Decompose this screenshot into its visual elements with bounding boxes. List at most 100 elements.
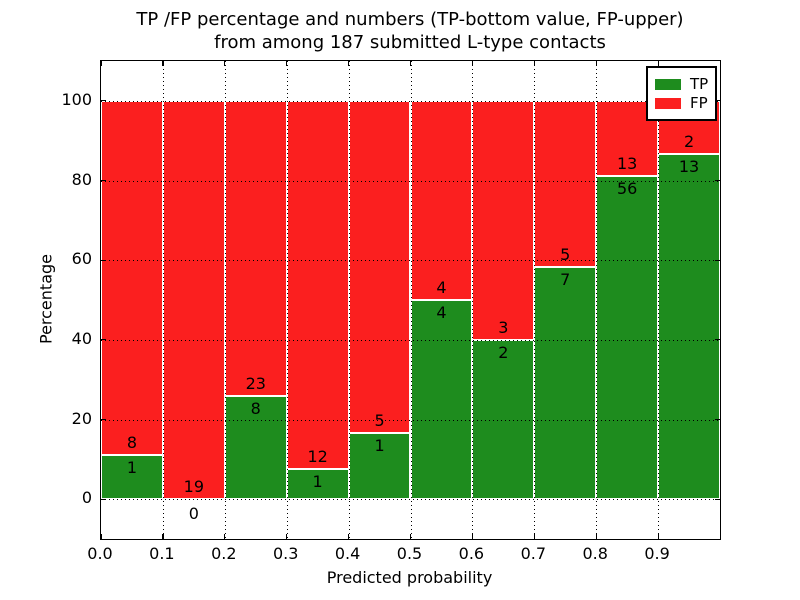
y-tick-mark: [101, 498, 106, 500]
x-tick-mark: [224, 534, 226, 539]
bar-value-label-fp: 2: [683, 131, 695, 151]
chart-title-line2: from among 187 submitted L-type contacts: [214, 32, 606, 53]
bar-segment-tp: [101, 454, 163, 500]
x-tick-label: 0.7: [520, 544, 547, 563]
x-tick-mark: [100, 534, 102, 539]
gridline-vertical: [658, 61, 660, 539]
legend-swatch-fp-icon: [655, 97, 681, 109]
bar-value-label-fp: 5: [374, 410, 385, 430]
bar-value-label-fp: 5: [560, 244, 571, 264]
x-tick-label: 0.0: [87, 544, 113, 563]
bar-segment-tp: [410, 300, 473, 500]
y-tick-mark: [715, 418, 720, 421]
legend-label-tp: TP: [690, 75, 709, 93]
y-tick-label: 80: [71, 169, 92, 189]
bar-segment-tp: [658, 153, 720, 500]
chart-title: TP /FP percentage and numbers (TP-bottom…: [90, 8, 730, 54]
gridline-vertical: [534, 61, 536, 539]
bar-segment-fp: [286, 100, 349, 469]
bar-segment-fp: [410, 100, 473, 300]
bar-segment-fp: [348, 100, 411, 433]
x-tick-label: 0.4: [334, 544, 361, 563]
bar-segment-fp: [162, 100, 225, 500]
y-tick-mark: [715, 498, 720, 500]
x-tick-mark: [162, 534, 164, 539]
x-tick-mark: [286, 534, 288, 539]
bar-value-label-fp: 13: [616, 153, 638, 173]
x-tick-mark: [719, 61, 721, 66]
y-tick-mark: [101, 339, 106, 341]
x-tick-mark: [410, 534, 412, 539]
bar-value-label-tp: 1: [126, 457, 138, 477]
x-tick-label: 0.8: [582, 544, 608, 563]
x-tick-mark: [100, 61, 102, 66]
y-tick-label: 40: [71, 328, 92, 348]
x-tick-mark: [410, 61, 412, 66]
y-tick-mark: [715, 339, 720, 341]
x-tick-mark: [595, 61, 597, 66]
bar-value-label-fp: 3: [498, 317, 509, 337]
y-tick-label: 20: [71, 408, 92, 428]
y-tick-mark: [715, 179, 720, 182]
gridline-horizontal: [101, 419, 720, 421]
gridline-vertical: [472, 61, 474, 539]
legend-label-fp: FP: [690, 94, 708, 112]
gridline-vertical: [162, 61, 164, 539]
x-tick-label: 0.2: [211, 544, 237, 563]
x-tick-label: 0.9: [644, 544, 670, 563]
bar-value-label-fp: 12: [307, 446, 328, 466]
gridline-vertical: [596, 61, 598, 539]
bar-value-label-fp: 23: [245, 374, 266, 394]
x-tick-mark: [224, 61, 226, 66]
x-tick-mark: [471, 61, 474, 66]
x-tick-mark: [471, 534, 474, 539]
x-tick-label: 0.5: [396, 544, 423, 563]
gridline-vertical: [286, 61, 288, 539]
bar-segment-fp: [472, 100, 535, 340]
bar-segment-fp: [101, 100, 163, 455]
bar-segment-tp: [224, 396, 287, 500]
y-tick-mark: [715, 100, 720, 102]
bar-value-label-fp: 8: [126, 432, 138, 452]
gridline-horizontal: [101, 499, 720, 501]
y-tick-mark: [101, 259, 106, 261]
x-tick-mark: [162, 61, 164, 66]
bar-value-label-tp: 0: [188, 504, 199, 524]
bar-value-label-tp: 56: [616, 178, 638, 198]
bar-value-label-fp: 19: [183, 477, 205, 497]
gridline-horizontal: [101, 260, 720, 262]
legend-item-tp: TP: [655, 76, 708, 92]
gridline-vertical: [224, 61, 226, 539]
legend: TP FP: [646, 66, 718, 121]
x-tick-mark: [595, 534, 597, 539]
bar-value-label-fp: 4: [436, 278, 447, 297]
plot-area: 8 1 19 0 23 8 12 1 5 1 4 4 3 2 5 7 13 56 2 13: [100, 60, 721, 540]
y-tick-mark: [715, 259, 720, 261]
y-tick-mark: [101, 418, 106, 421]
bar-segment-tp: [348, 432, 411, 500]
y-tick-label: 0: [81, 488, 92, 508]
y-tick-mark: [101, 179, 106, 182]
y-tick-mark: [101, 100, 106, 102]
bar-segment-tp: [534, 266, 597, 500]
bar-value-label-tp: 4: [436, 303, 447, 322]
bar-segment-tp: [596, 175, 659, 500]
bar-value-label-tp: 2: [498, 342, 509, 362]
x-tick-mark: [348, 534, 350, 539]
bar-value-label-tp: 7: [560, 269, 571, 289]
x-tick-mark: [719, 534, 721, 539]
x-tick-mark: [533, 534, 535, 539]
x-tick-label: 0.3: [272, 544, 299, 563]
x-tick-mark: [657, 61, 659, 66]
legend-swatch-tp-icon: [655, 78, 681, 90]
gridline-vertical: [348, 61, 350, 539]
x-tick-label: 0.1: [149, 544, 175, 563]
chart-title-line1: TP /FP percentage and numbers (TP-bottom…: [136, 9, 684, 30]
gridline-vertical: [410, 61, 412, 539]
bar-value-label-tp: 13: [678, 156, 700, 176]
x-tick-mark: [286, 61, 288, 66]
legend-item-fp: FP: [655, 95, 708, 111]
x-tick-mark: [348, 61, 350, 66]
bar-segment-fp: [224, 100, 287, 397]
